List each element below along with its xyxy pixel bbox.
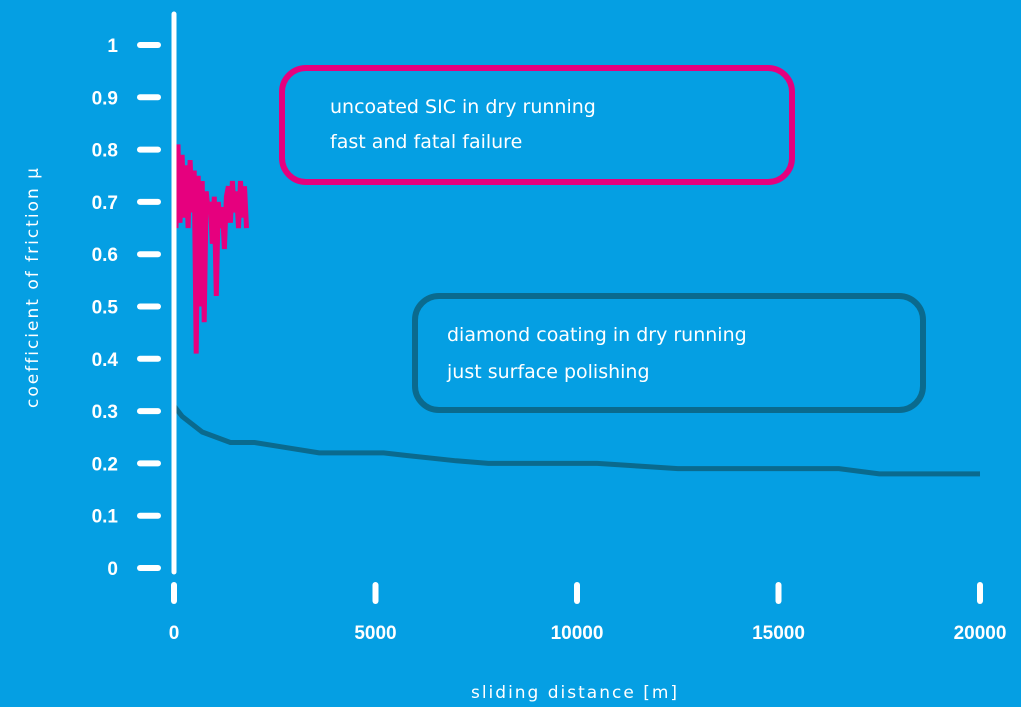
- y-tick-label: 0.2: [92, 454, 118, 475]
- y-tick-label: 0.5: [92, 298, 119, 319]
- x-tick-label: 0: [169, 623, 180, 644]
- y-tick-label: 1: [107, 36, 118, 57]
- annotation-diamond: diamond coating in dry running just surf…: [412, 293, 926, 413]
- y-axis-title: coefficient of friction μ: [23, 166, 43, 408]
- y-tick-label: 0.3: [92, 402, 118, 423]
- y-tick-label: 0.7: [92, 193, 118, 214]
- x-tick-label: 15000: [752, 623, 805, 644]
- annotation-uncoated-line-1: uncoated SIC in dry running: [330, 96, 596, 118]
- annotation-diamond-line-2: just surface polishing: [446, 361, 650, 383]
- x-tick-label: 10000: [551, 623, 604, 644]
- annotation-uncoated-box: [279, 65, 795, 185]
- x-tick-label: 20000: [954, 623, 1007, 644]
- series-line-uncoated: [171, 144, 249, 568]
- y-tick-label: 0.9: [92, 88, 118, 109]
- series-layer: [171, 144, 980, 568]
- y-tick-label: 0.6: [92, 245, 118, 266]
- annotation-uncoated-line-2: fast and fatal failure: [330, 131, 522, 153]
- annotation-uncoated: uncoated SIC in dry running fast and fat…: [279, 65, 795, 185]
- series-line-diamond: [172, 404, 980, 477]
- y-tick-label: 0.8: [92, 141, 118, 162]
- y-tick-label: 0.1: [92, 507, 119, 528]
- y-axis-ticks: 0 0.1 0.2 0.3 0.4 0.5 0.6 0.7 0.8 0.9 1: [92, 36, 161, 580]
- annotation-diamond-line-1: diamond coating in dry running: [447, 324, 747, 346]
- x-axis-title: sliding distance [m]: [471, 683, 679, 703]
- y-tick-label: 0: [107, 559, 118, 580]
- x-tick-label: 5000: [354, 623, 396, 644]
- x-axis-ticks: 0 5000 10000 15000 20000: [169, 582, 1007, 644]
- y-tick-label: 0.4: [92, 350, 119, 371]
- annotation-diamond-box: [412, 293, 926, 413]
